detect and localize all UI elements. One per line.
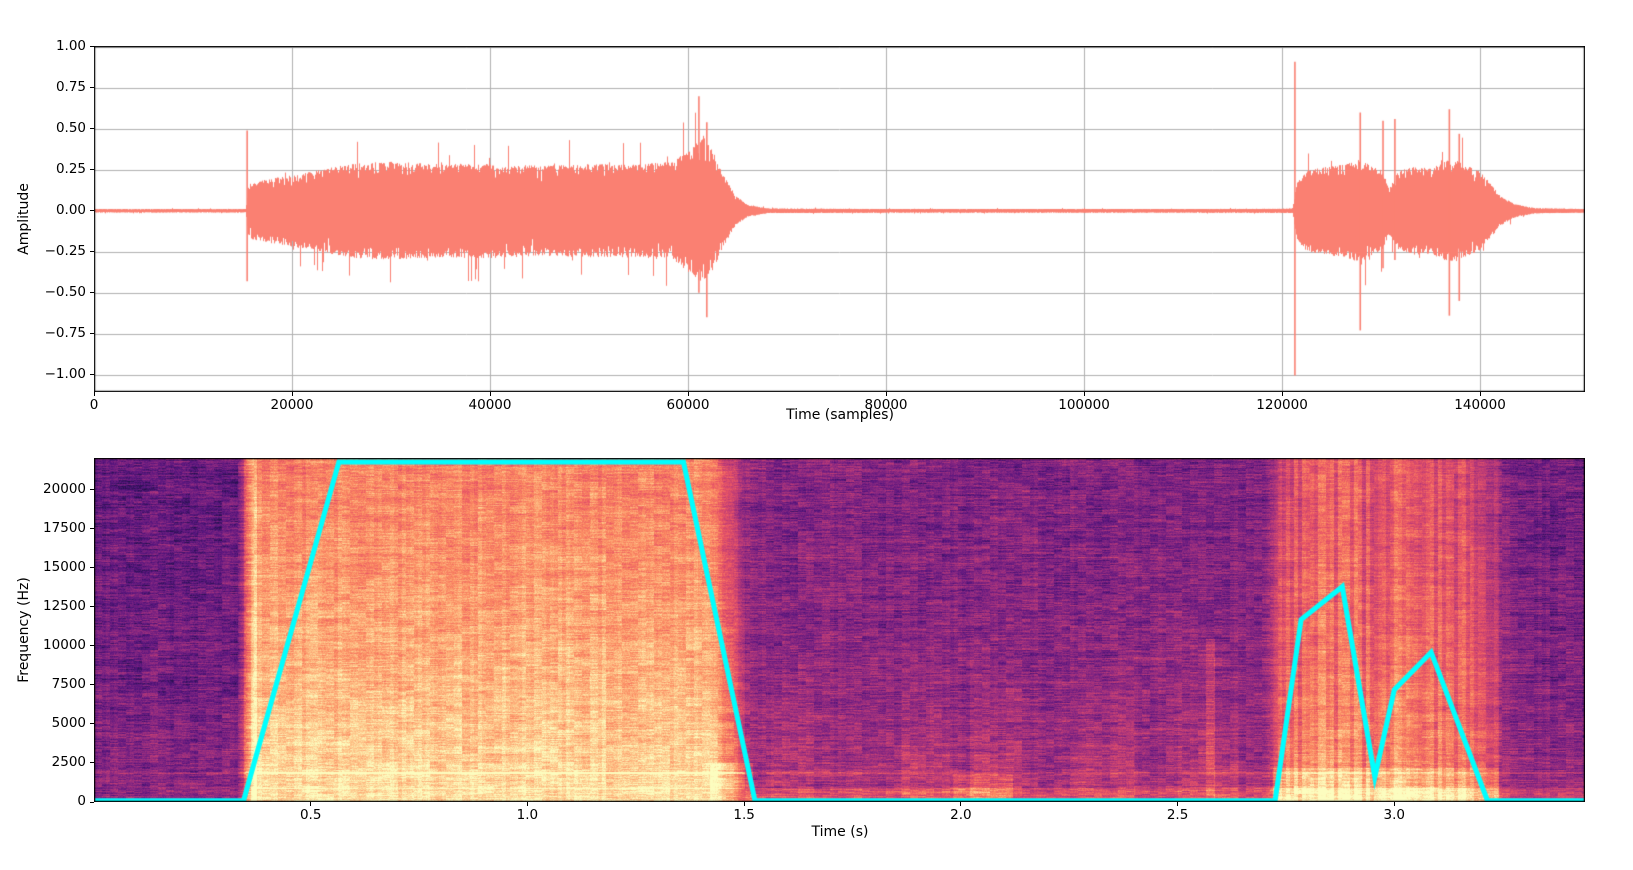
y-tick-label: 0.50 (55, 119, 86, 136)
x-tick-label: 0 (89, 397, 99, 413)
y-tick-mark (90, 606, 94, 608)
x-tick-label: 60000 (666, 397, 710, 413)
x-tick-mark (526, 802, 528, 806)
spectrogram-axes (94, 458, 1585, 802)
x-tick-mark (291, 392, 293, 396)
y-tick-mark (90, 567, 94, 569)
x-tick-label: 100000 (1058, 397, 1110, 413)
x-tick-mark (960, 802, 962, 806)
y-tick-label: 10000 (43, 636, 86, 653)
y-tick-label: −1.00 (44, 365, 86, 382)
y-tick-label: 0.00 (55, 201, 86, 218)
x-tick-label: 80000 (864, 397, 908, 413)
x-tick-label: 20000 (270, 397, 314, 413)
y-tick-label: 2500 (51, 753, 86, 770)
x-tick-mark (885, 392, 887, 396)
y-tick-mark (90, 528, 94, 530)
y-tick-label: −0.25 (44, 242, 86, 259)
x-tick-label: 1.0 (516, 807, 539, 823)
x-tick-mark (93, 392, 95, 396)
y-tick-label: −0.50 (44, 283, 86, 300)
frequency-axis-label: Frequency (Hz) (16, 577, 32, 683)
y-tick-mark (90, 374, 94, 376)
y-tick-mark (90, 762, 94, 764)
x-tick-label: 2.5 (1166, 807, 1189, 823)
x-tick-mark (1281, 392, 1283, 396)
x-tick-mark (489, 392, 491, 396)
waveform-plot (94, 46, 1585, 392)
y-tick-mark (90, 128, 94, 130)
y-tick-label: 1.00 (55, 37, 86, 54)
x-tick-label: 2.0 (950, 807, 972, 823)
time-samples-axis-label: Time (samples) (786, 407, 894, 423)
spectrogram-plot (94, 458, 1585, 802)
y-tick-label: 17500 (43, 519, 86, 536)
x-tick-mark (1083, 392, 1085, 396)
y-tick-label: 0.25 (55, 160, 86, 177)
y-tick-mark (90, 333, 94, 335)
x-tick-mark (1393, 802, 1395, 806)
x-tick-mark (1177, 802, 1179, 806)
x-tick-label: 140000 (1454, 397, 1506, 413)
y-tick-mark (90, 169, 94, 171)
y-tick-mark (90, 292, 94, 294)
y-tick-mark (90, 46, 94, 48)
x-tick-label: 1.5 (733, 807, 755, 823)
x-tick-label: 40000 (468, 397, 512, 413)
x-tick-mark (310, 802, 312, 806)
y-tick-label: −0.75 (44, 324, 86, 341)
y-tick-label: 0.75 (55, 78, 86, 95)
time-seconds-axis-label: Time (s) (811, 824, 869, 840)
x-tick-mark (687, 392, 689, 396)
y-tick-mark (90, 489, 94, 491)
y-tick-mark (90, 210, 94, 212)
x-tick-mark (1479, 392, 1481, 396)
y-tick-mark (90, 801, 94, 803)
x-tick-label: 3.0 (1383, 807, 1406, 823)
x-tick-label: 0.5 (299, 807, 322, 823)
y-tick-label: 12500 (43, 597, 86, 614)
y-tick-mark (90, 251, 94, 253)
y-tick-label: 7500 (51, 675, 86, 692)
waveform-axes (94, 46, 1585, 392)
y-tick-label: 5000 (51, 714, 86, 731)
y-tick-mark (90, 87, 94, 89)
y-tick-label: 15000 (43, 558, 86, 575)
y-tick-mark (90, 723, 94, 725)
y-tick-label: 0 (77, 793, 86, 809)
x-tick-label: 120000 (1256, 397, 1308, 413)
y-tick-label: 20000 (43, 480, 86, 497)
x-tick-mark (743, 802, 745, 806)
y-tick-mark (90, 645, 94, 647)
y-tick-mark (90, 684, 94, 686)
